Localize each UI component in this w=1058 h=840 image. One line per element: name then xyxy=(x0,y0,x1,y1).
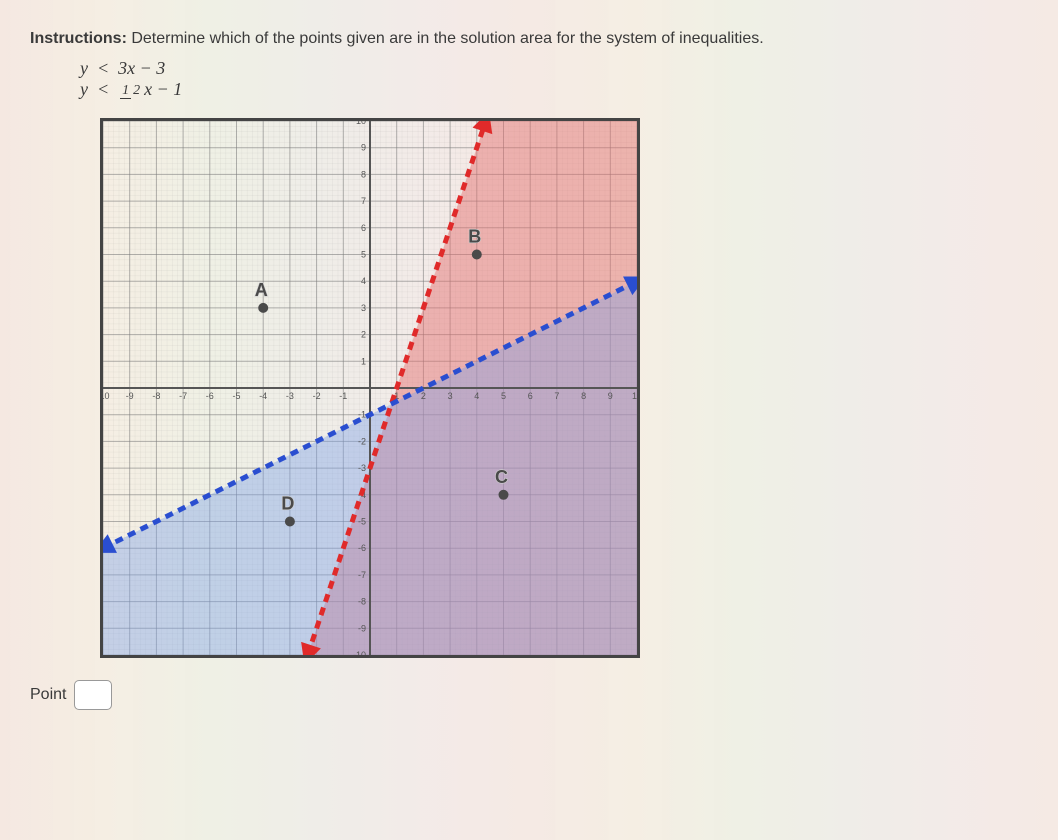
answer-row: Point xyxy=(30,680,1028,710)
svg-text:D: D xyxy=(281,494,294,514)
svg-text:5: 5 xyxy=(361,250,366,260)
svg-text:-9: -9 xyxy=(126,391,134,401)
answer-input[interactable] xyxy=(74,680,112,710)
svg-text:-5: -5 xyxy=(358,517,366,527)
svg-text:6: 6 xyxy=(528,391,533,401)
svg-text:-6: -6 xyxy=(358,543,366,553)
svg-text:6: 6 xyxy=(361,223,366,233)
svg-text:-9: -9 xyxy=(358,623,366,633)
svg-text:8: 8 xyxy=(361,169,366,179)
svg-text:-3: -3 xyxy=(358,463,366,473)
svg-text:B: B xyxy=(468,227,481,247)
svg-text:5: 5 xyxy=(501,391,506,401)
svg-text:1: 1 xyxy=(361,356,366,366)
svg-text:C: C xyxy=(495,467,508,487)
svg-text:-2: -2 xyxy=(313,391,321,401)
svg-text:7: 7 xyxy=(361,196,366,206)
svg-text:4: 4 xyxy=(474,391,479,401)
instructions-line: Instructions: Determine which of the poi… xyxy=(30,30,1028,48)
svg-text:-7: -7 xyxy=(179,391,187,401)
svg-text:4: 4 xyxy=(361,276,366,286)
svg-text:-5: -5 xyxy=(232,391,240,401)
svg-text:9: 9 xyxy=(608,391,613,401)
svg-text:-7: -7 xyxy=(358,570,366,580)
svg-text:-8: -8 xyxy=(152,391,160,401)
svg-text:3: 3 xyxy=(361,303,366,313)
svg-text:7: 7 xyxy=(554,391,559,401)
svg-text:8: 8 xyxy=(581,391,586,401)
svg-text:-1: -1 xyxy=(339,391,347,401)
svg-text:-4: -4 xyxy=(259,391,267,401)
instructions-label: Instructions: xyxy=(30,30,127,47)
svg-text:3: 3 xyxy=(448,391,453,401)
svg-text:-2: -2 xyxy=(358,436,366,446)
inequality-2: y < 12x − 1 xyxy=(80,79,1028,100)
svg-text:2: 2 xyxy=(361,330,366,340)
svg-text:A: A xyxy=(255,280,268,300)
svg-text:-3: -3 xyxy=(286,391,294,401)
inequality-1: y < 3x − 3 xyxy=(80,58,1028,79)
svg-text:-10: -10 xyxy=(353,650,366,655)
answer-label: Point xyxy=(30,686,66,704)
svg-text:10: 10 xyxy=(356,121,366,126)
graph-container: -10 -9 -8 -7 -6 -5 -4 -3 -2 -1 1 2 3 4 5 6 7 8 9 10 -10 -9 -8 -… xyxy=(100,118,640,658)
svg-text:-8: -8 xyxy=(358,597,366,607)
coordinate-graph: -10 -9 -8 -7 -6 -5 -4 -3 -2 -1 1 2 3 4 5 6 7 8 9 10 -10 -9 -8 -… xyxy=(103,121,637,655)
svg-text:-6: -6 xyxy=(206,391,214,401)
svg-text:9: 9 xyxy=(361,143,366,153)
instructions-text: Determine which of the points given are … xyxy=(127,30,764,47)
svg-text:2: 2 xyxy=(421,391,426,401)
svg-text:-10: -10 xyxy=(103,391,110,401)
svg-text:10: 10 xyxy=(632,391,637,401)
